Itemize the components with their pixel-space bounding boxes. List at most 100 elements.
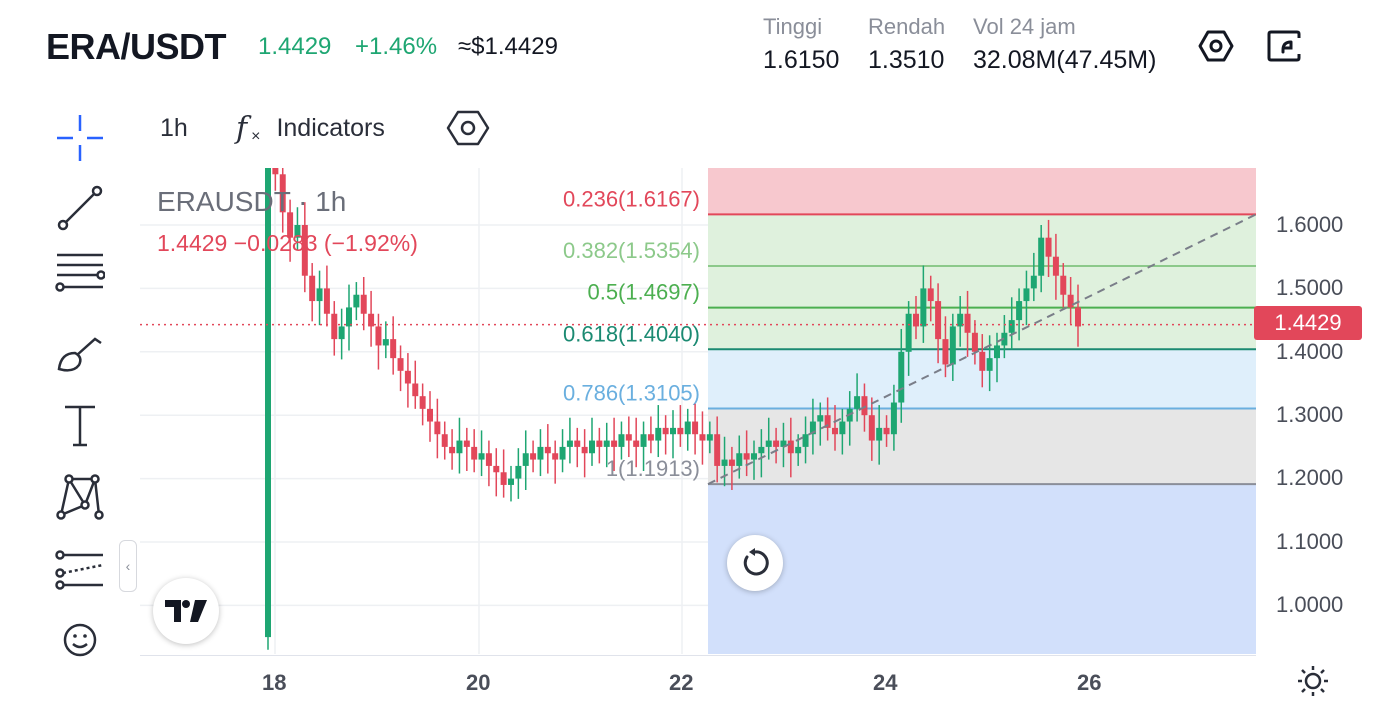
y-tick-label: 1.1000 bbox=[1276, 529, 1344, 554]
candle-body bbox=[714, 434, 721, 466]
last-price: 1.4429 bbox=[258, 33, 332, 60]
candle-body bbox=[898, 351, 905, 403]
candle-body bbox=[485, 453, 492, 466]
drawing-tools-sidebar bbox=[30, 100, 130, 690]
indicators-button[interactable]: f × Indicators bbox=[236, 104, 385, 152]
candle-body bbox=[382, 339, 389, 346]
candle-body bbox=[876, 427, 883, 441]
forecast-icon[interactable] bbox=[50, 538, 110, 598]
stat-volume-value: 32.08M(47.45M) bbox=[973, 46, 1157, 74]
candle-body bbox=[890, 402, 897, 435]
candle-body bbox=[500, 472, 507, 485]
settings-hexagon-icon[interactable] bbox=[1196, 26, 1236, 66]
stat-low: Rendah 1.3510 bbox=[868, 14, 945, 75]
brightness-icon[interactable] bbox=[1296, 664, 1330, 698]
candle-body bbox=[434, 421, 441, 435]
fib-retracement-icon[interactable] bbox=[50, 242, 110, 302]
pair-title[interactable]: ERA/USDT bbox=[46, 26, 227, 67]
candle-body bbox=[544, 446, 551, 454]
trend-line-icon[interactable] bbox=[50, 178, 110, 238]
candle-body bbox=[522, 453, 529, 466]
candle-body bbox=[566, 440, 573, 447]
candle-body bbox=[375, 326, 382, 346]
emoji-icon[interactable] bbox=[50, 610, 110, 670]
candle-body bbox=[412, 383, 419, 397]
pattern-icon[interactable] bbox=[50, 466, 110, 526]
candle-body bbox=[684, 421, 691, 435]
candle-body bbox=[817, 415, 824, 422]
candle-body bbox=[971, 332, 978, 352]
candle-body bbox=[1075, 307, 1081, 327]
candle-body bbox=[883, 427, 890, 435]
candle-body bbox=[832, 427, 838, 435]
candle-body bbox=[596, 440, 603, 447]
candle-body bbox=[1052, 256, 1059, 276]
candle-body bbox=[795, 446, 802, 454]
y-tick-label: 1.0000 bbox=[1276, 592, 1344, 617]
sidebar-collapse-button[interactable]: ‹ bbox=[119, 540, 137, 592]
candle-body bbox=[905, 313, 912, 352]
candle-body bbox=[404, 370, 411, 384]
candle-body bbox=[287, 212, 294, 238]
time-axis[interactable]: 18 20 22 24 26 bbox=[140, 655, 1256, 715]
candle-body bbox=[1030, 275, 1037, 289]
candle-body bbox=[618, 434, 625, 447]
candle-body bbox=[449, 446, 456, 454]
candle-body bbox=[949, 326, 956, 365]
candle-body bbox=[1038, 237, 1045, 276]
candle-body bbox=[353, 294, 360, 308]
candle-body bbox=[611, 440, 618, 447]
candle-body bbox=[957, 313, 964, 327]
candle-body bbox=[824, 415, 831, 428]
stat-high-label: Tinggi bbox=[763, 14, 823, 39]
chart-toolbar: 1h f × Indicators bbox=[140, 104, 640, 152]
candle-body bbox=[537, 446, 544, 460]
change-percent: +1.46% bbox=[355, 33, 438, 60]
x-tick-label: 26 bbox=[1077, 670, 1102, 695]
candle-body bbox=[1067, 294, 1074, 308]
candle-body bbox=[861, 396, 868, 416]
market-header: ERA/USDT 1.4429 +1.46% ≈$1.4429 Tinggi 1… bbox=[0, 0, 1398, 92]
candle-body bbox=[279, 174, 286, 213]
candle-body bbox=[419, 396, 426, 409]
fib-level-label: 0.382(1.5354) bbox=[563, 238, 700, 263]
candle-body bbox=[736, 453, 743, 466]
candle-body bbox=[625, 434, 632, 441]
stat-high-value: 1.6150 bbox=[763, 46, 840, 74]
candle-body bbox=[751, 453, 757, 460]
candle-body bbox=[854, 396, 861, 409]
price-chart[interactable]: 0.236(1.6167) 0.382(1.5354) 0.5(1.4697) 0.6… bbox=[140, 168, 1256, 654]
candle-body bbox=[515, 465, 522, 479]
candle-body bbox=[1045, 237, 1052, 257]
crosshair-icon[interactable] bbox=[50, 108, 110, 168]
chart-canvas[interactable]: 0.236(1.6167) 0.382(1.5354) 0.5(1.4697) 0.6… bbox=[140, 168, 1256, 654]
reset-chart-button[interactable] bbox=[727, 535, 783, 591]
stat-volume: Vol 24 jam 32.08M(47.45M) bbox=[973, 14, 1156, 75]
candle-body bbox=[478, 453, 485, 460]
chart-settings-icon[interactable] bbox=[446, 104, 490, 152]
candle-body bbox=[647, 434, 654, 441]
candle-body bbox=[427, 408, 433, 422]
candle-body bbox=[530, 453, 537, 460]
candle-body bbox=[839, 421, 846, 435]
stat-low-label: Rendah bbox=[868, 14, 946, 39]
candle-body bbox=[360, 294, 367, 314]
candle-body bbox=[301, 225, 308, 276]
y-tick-label: 1.5000 bbox=[1276, 275, 1344, 300]
stat-volume-label: Vol 24 jam bbox=[973, 14, 1076, 39]
candle-body bbox=[368, 313, 375, 327]
fib-zone bbox=[708, 214, 1256, 350]
tradingview-logo-icon[interactable] bbox=[153, 578, 219, 644]
candle-body bbox=[441, 434, 448, 447]
brush-icon[interactable] bbox=[50, 322, 110, 382]
price-axis[interactable]: 1.6000 1.5000 1.4000 1.3000 1.2000 1.100… bbox=[1256, 168, 1398, 654]
candle-body bbox=[677, 427, 684, 435]
x-tick-label: 24 bbox=[873, 670, 898, 695]
trend-line bbox=[707, 213, 1256, 486]
text-icon[interactable] bbox=[50, 396, 110, 456]
candle-body bbox=[1016, 301, 1023, 321]
interval-button[interactable]: 1h bbox=[160, 113, 188, 142]
fib-level-label: 0.236(1.6167) bbox=[563, 186, 700, 211]
candle-body bbox=[787, 440, 794, 454]
share-icon[interactable] bbox=[1264, 26, 1304, 66]
